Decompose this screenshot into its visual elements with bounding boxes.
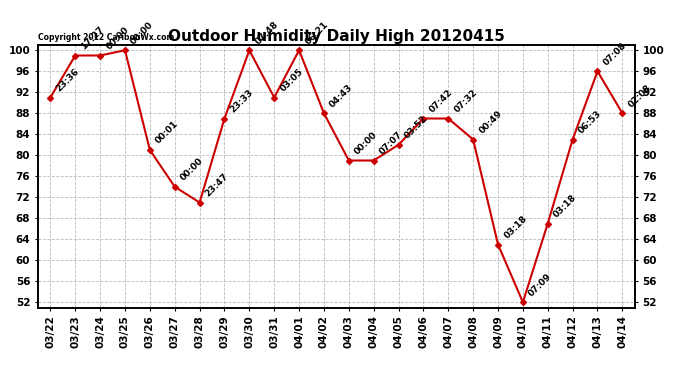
Text: 07:08: 07:08: [602, 40, 628, 67]
Text: 00:01: 00:01: [154, 120, 180, 146]
Text: 03:52: 03:52: [403, 114, 429, 141]
Text: 00:00: 00:00: [353, 130, 380, 156]
Text: 00:00: 00:00: [129, 20, 155, 46]
Text: 02:08: 02:08: [627, 82, 653, 109]
Text: 07:07: 07:07: [378, 130, 404, 156]
Text: Copyright 2012 CaribouWx.com: Copyright 2012 CaribouWx.com: [38, 33, 175, 42]
Text: 00:00: 00:00: [179, 156, 205, 183]
Text: 00:00: 00:00: [104, 25, 130, 51]
Text: 03:05: 03:05: [278, 67, 305, 93]
Text: 04:43: 04:43: [328, 82, 355, 109]
Text: 23:36: 23:36: [55, 67, 81, 93]
Text: 03:18: 03:18: [502, 214, 529, 240]
Text: 00:49: 00:49: [477, 109, 504, 135]
Text: 23:33: 23:33: [228, 88, 255, 114]
Text: 07:32: 07:32: [453, 88, 479, 114]
Text: 06:21: 06:21: [303, 20, 330, 46]
Text: 07:48: 07:48: [253, 20, 280, 46]
Text: 07:09: 07:09: [527, 272, 553, 298]
Text: 07:42: 07:42: [428, 88, 454, 114]
Text: 23:47: 23:47: [204, 171, 230, 198]
Text: 06:53: 06:53: [577, 109, 603, 135]
Text: 03:18: 03:18: [552, 193, 578, 219]
Title: Outdoor Humidity Daily High 20120415: Outdoor Humidity Daily High 20120415: [168, 29, 505, 44]
Text: 17:27: 17:27: [79, 24, 106, 51]
